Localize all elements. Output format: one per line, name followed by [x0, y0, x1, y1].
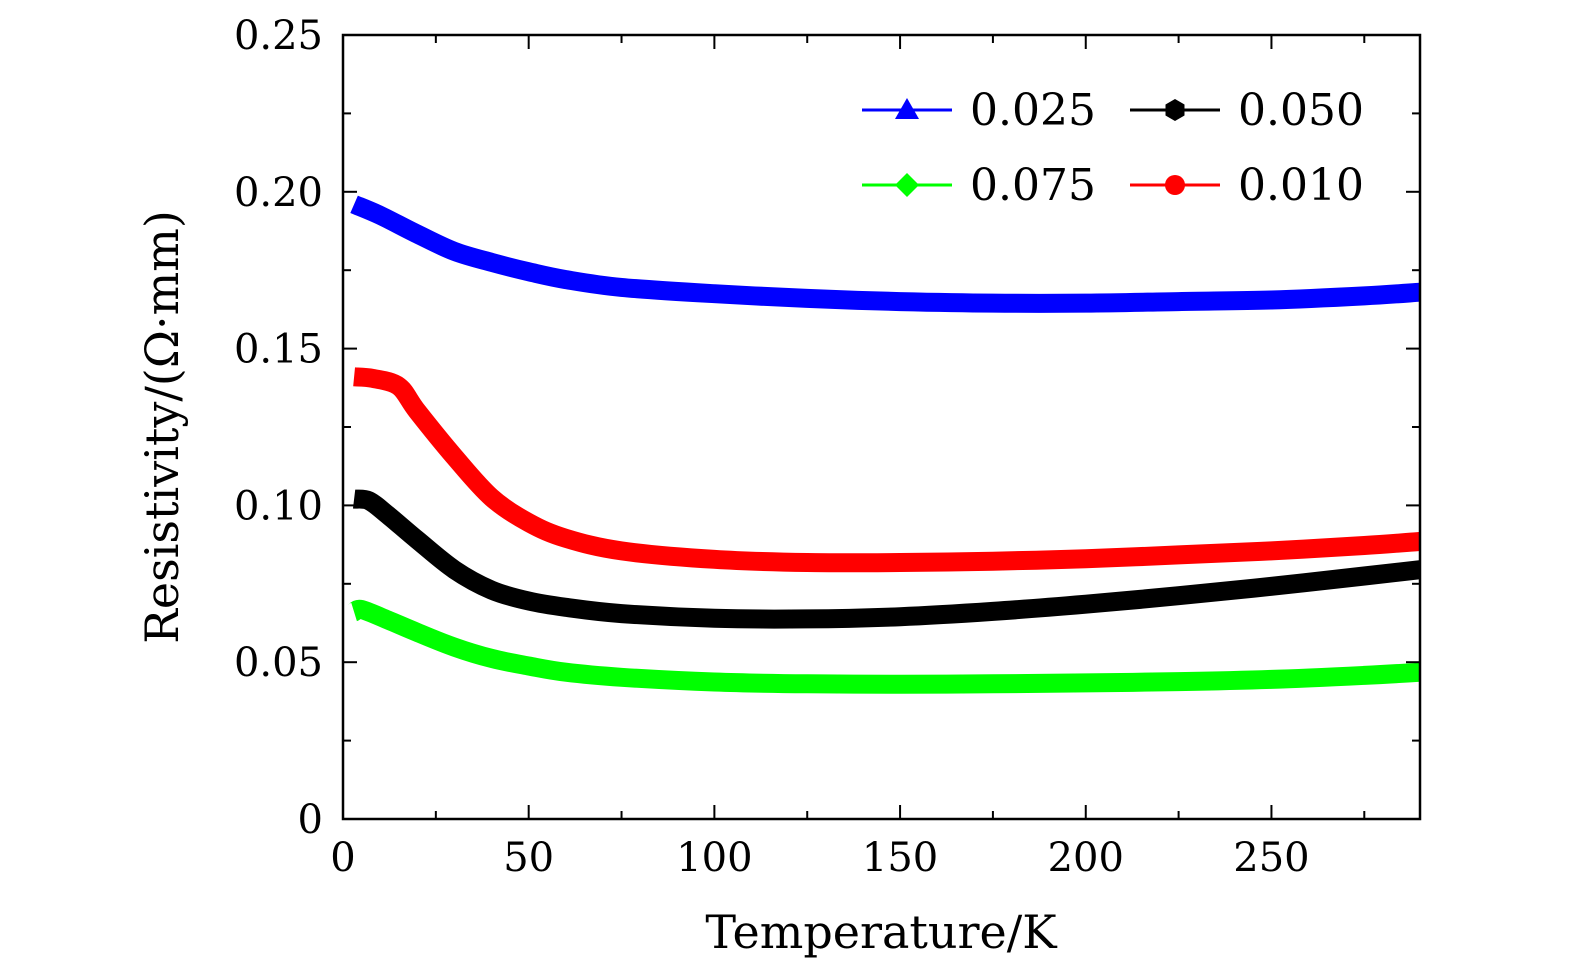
legend-label: 0.050: [1238, 85, 1364, 136]
x-axis-label: Temperature/K: [705, 905, 1058, 959]
legend-marker-hexagon: [1165, 99, 1185, 121]
legend-label: 0.025: [970, 85, 1096, 136]
x-tick-label: 50: [503, 835, 554, 881]
y-tick-label: 0.15: [234, 327, 323, 373]
y-tick-label: 0.20: [234, 170, 323, 216]
x-tick-label: 100: [676, 835, 752, 881]
legend-item-0.050: 0.050: [1130, 85, 1364, 136]
x-tick-label: 0: [330, 835, 355, 881]
legend-item-0.075: 0.075: [862, 160, 1096, 211]
x-tick-label: 250: [1233, 835, 1309, 881]
x-tick-label: 200: [1048, 835, 1124, 881]
series-layer: [347, 195, 1422, 694]
series-line-0.050: [352, 489, 1422, 629]
legend-label: 0.075: [970, 160, 1096, 211]
legend-item-0.010: 0.010: [1130, 160, 1364, 211]
series-line-0.025: [350, 195, 1421, 313]
y-tick-label: 0.10: [234, 483, 323, 529]
legend-marker-circle: [1165, 175, 1185, 195]
legend: 0.025 0.050 0.075 0.010: [862, 85, 1364, 211]
series-line-0.010: [353, 367, 1421, 573]
y-tick-label: 0.25: [234, 13, 323, 59]
ticks-layer: 0 50 100 150 200 250 0 0.05 0.10 0.15 0.20 0.25: [234, 13, 1420, 881]
plot-frame: [341, 33, 1422, 821]
y-axis-label: Resistivity/(Ω·mm): [135, 210, 189, 644]
y-tick-label: 0.05: [234, 640, 323, 686]
y-tick-label: 0: [298, 797, 323, 843]
legend-marker-diamond: [895, 173, 919, 197]
legend-label: 0.010: [1238, 160, 1364, 211]
legend-marker-triangle: [895, 98, 919, 119]
legend-item-0.025: 0.025: [862, 85, 1096, 136]
series-line-0.075: [347, 599, 1421, 694]
x-tick-label: 150: [862, 835, 938, 881]
